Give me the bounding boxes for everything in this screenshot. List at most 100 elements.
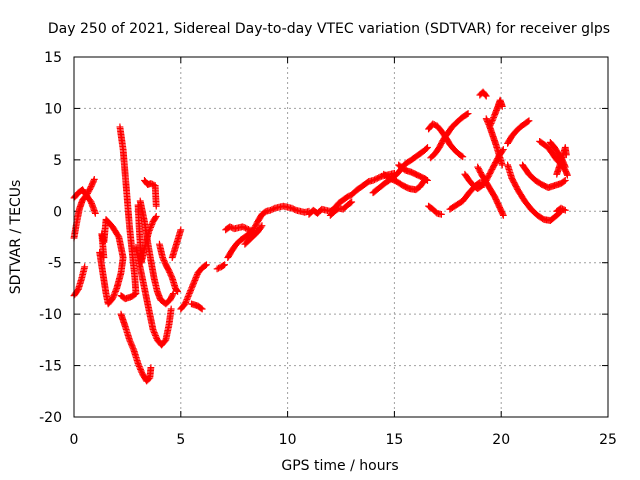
data-point	[487, 121, 494, 129]
data-point	[221, 261, 228, 269]
data-point	[459, 153, 467, 161]
data-point	[166, 270, 174, 278]
data-point	[561, 163, 569, 171]
x-tick-label: 5	[176, 432, 185, 448]
y-tick-label: -5	[48, 256, 62, 272]
x-tick-label: 10	[279, 432, 297, 448]
y-tick-label: 0	[53, 204, 62, 220]
data-point	[561, 177, 569, 184]
data-point	[87, 183, 95, 190]
x-tick-label: 25	[599, 432, 617, 448]
data-point	[424, 144, 431, 151]
data-point	[348, 198, 356, 206]
y-tick-label: -15	[39, 359, 62, 375]
data-point	[150, 327, 158, 335]
data-point	[117, 292, 125, 300]
data-point	[203, 261, 210, 269]
data-point	[145, 228, 153, 236]
data-point	[192, 274, 200, 281]
data-point	[88, 180, 96, 188]
data-point	[88, 181, 96, 189]
data-point	[257, 223, 265, 231]
data-point	[564, 171, 571, 179]
data-point	[458, 152, 466, 160]
data-point	[129, 343, 136, 351]
data-point	[201, 262, 209, 269]
data-point	[187, 287, 194, 295]
data-point	[183, 296, 191, 303]
y-tick-label: 10	[44, 101, 62, 117]
data-point	[488, 118, 496, 126]
data-point	[188, 284, 196, 292]
y-tick-label: -10	[39, 307, 62, 323]
data-point	[490, 114, 497, 121]
data-point	[258, 222, 266, 230]
data-point	[89, 178, 97, 186]
data-point	[147, 224, 154, 231]
data-point	[90, 177, 98, 185]
data-point	[173, 287, 181, 294]
data-point	[487, 120, 495, 127]
data-point	[159, 254, 167, 261]
y-axis-label: SDTVAR / TECUs	[8, 180, 24, 295]
data-point	[189, 281, 197, 289]
data-point	[198, 305, 206, 313]
data-point	[100, 254, 108, 261]
data-point	[185, 291, 193, 299]
data-point	[463, 110, 471, 118]
data-point	[118, 293, 126, 300]
data-point	[128, 342, 136, 350]
data-point	[152, 332, 159, 339]
data-point	[560, 206, 568, 213]
data-point	[137, 367, 145, 375]
data-point	[177, 226, 185, 234]
data-point	[110, 290, 118, 298]
data-point	[181, 300, 189, 308]
data-point	[423, 176, 430, 184]
data-point	[424, 177, 431, 184]
data-point	[482, 92, 490, 100]
data-point	[134, 360, 142, 367]
data-point	[499, 146, 507, 153]
data-point	[129, 345, 137, 353]
data-point	[165, 267, 173, 275]
data-point	[81, 263, 89, 271]
data-point	[110, 292, 118, 300]
data-point	[482, 91, 489, 99]
data-point	[151, 330, 159, 338]
y-tick-label: 15	[44, 50, 62, 66]
data-point	[161, 258, 168, 266]
data-point	[152, 333, 160, 341]
data-point	[150, 329, 158, 336]
data-point	[166, 268, 174, 276]
data-point	[91, 209, 99, 217]
data-point	[488, 117, 496, 124]
data-point	[137, 365, 144, 373]
data-point	[182, 298, 190, 306]
data-point	[188, 282, 196, 290]
data-point	[174, 288, 181, 295]
data-point	[152, 214, 159, 222]
x-tick-label: 20	[492, 432, 510, 448]
data-point	[149, 326, 157, 333]
data-point	[145, 226, 153, 234]
data-point	[498, 102, 506, 110]
data-point	[192, 275, 199, 283]
data-point	[109, 295, 116, 303]
data-point	[112, 286, 120, 294]
data-point	[127, 340, 135, 348]
data-point	[159, 255, 167, 263]
data-point	[423, 145, 430, 152]
data-point	[190, 278, 198, 286]
x-axis-label: GPS time / hours	[281, 458, 398, 474]
data-point	[482, 115, 490, 123]
data-point	[220, 262, 227, 269]
plot-frame	[73, 56, 609, 418]
data-point	[560, 177, 568, 185]
data-point	[247, 227, 255, 235]
data-point	[187, 285, 195, 293]
data-point	[126, 336, 133, 344]
data-point	[136, 364, 144, 372]
data-point	[160, 257, 168, 264]
